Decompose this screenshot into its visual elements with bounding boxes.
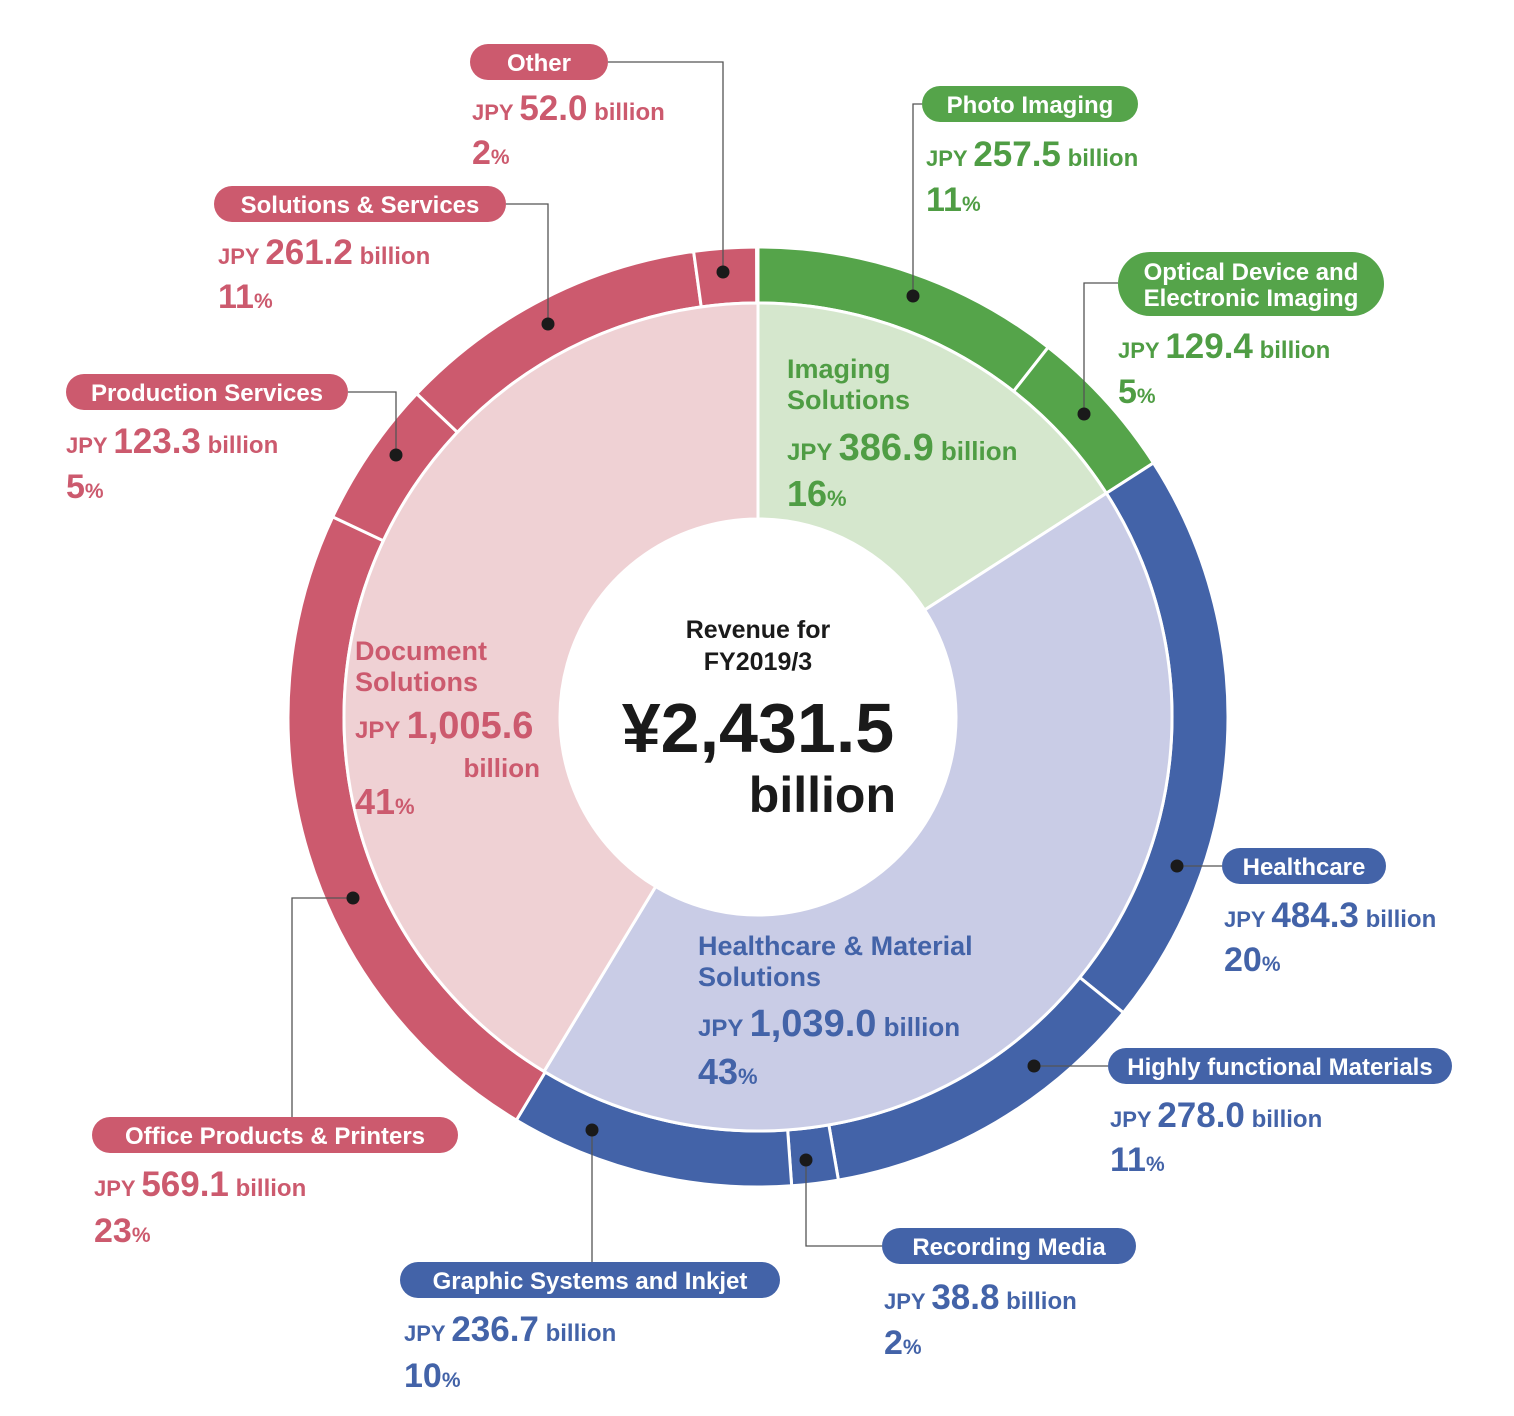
inner-label-name-line: Imaging <box>787 354 891 384</box>
callout-percent: 5% <box>66 468 104 506</box>
callout-pill <box>1222 848 1386 884</box>
callout-pill <box>1118 252 1384 316</box>
inner-label-name-line: Healthcare & Material <box>698 931 973 961</box>
callout-name: Graphic Systems and Inkjet <box>433 1268 748 1295</box>
callout-name: Optical Device and <box>1144 259 1359 286</box>
callout-percent: 23% <box>94 1212 151 1250</box>
callout-pill <box>1108 1048 1452 1084</box>
inner-label-percent: 43% <box>698 1051 758 1092</box>
leader-dot <box>389 448 403 462</box>
inner-label-name-line: Solutions <box>787 385 910 415</box>
center-total: Revenue for FY2019/3 ¥2,431.5 billion <box>622 616 896 823</box>
callout-value: JPY 52.0 billion <box>472 89 665 128</box>
callout-name: Solutions & Services <box>241 192 480 219</box>
callout-other: Other JPY 52.0 billion 2% <box>470 44 730 279</box>
callout-production-services: Production Services JPY 123.3 billion 5% <box>66 374 403 506</box>
callout-name: Highly functional Materials <box>1127 1054 1432 1081</box>
leader-dot <box>906 289 920 303</box>
leader-dot <box>1170 859 1184 873</box>
callout-pill <box>92 1117 458 1153</box>
leader-line <box>506 203 549 324</box>
callout-percent: 11% <box>1110 1141 1165 1179</box>
callout-value: JPY 569.1 billion <box>94 1165 306 1204</box>
leader-dot <box>799 1153 813 1167</box>
inner-label-value: JPY 386.9 billion <box>787 427 1017 469</box>
inner-label-percent: 41% <box>355 781 415 822</box>
leader-dot <box>585 1123 599 1137</box>
leader-dot <box>346 891 360 905</box>
callout-name: Electronic Imaging <box>1144 285 1359 312</box>
center-label-line2: FY2019/3 <box>704 648 812 676</box>
callout-value: JPY 261.2 billion <box>218 233 430 272</box>
callout-office-products-and-printers: Office Products & Printers JPY 569.1 bill… <box>92 891 458 1250</box>
callout-value: JPY 236.7 billion <box>404 1310 616 1349</box>
leader-line <box>291 897 353 1117</box>
callout-value: JPY 38.8 billion <box>884 1278 1077 1317</box>
callout-pill <box>470 44 608 80</box>
callout-name: Recording Media <box>912 1234 1106 1261</box>
callout-percent: 11% <box>926 181 981 219</box>
callout-healthcare: Healthcare JPY 484.3 billion 20% <box>1170 848 1436 979</box>
callout-photo-imaging: Photo Imaging JPY 257.5 billion 11% <box>906 86 1138 303</box>
callout-percent: 10% <box>404 1357 461 1395</box>
inner-label-value: JPY 1,005.6 <box>355 705 533 747</box>
callout-graphic-systems-and-inkjet: Graphic Systems and Inkjet JPY 236.7 bill… <box>400 1123 780 1395</box>
leader-dot <box>716 265 730 279</box>
callout-pill <box>882 1228 1136 1264</box>
callout-name: Photo Imaging <box>947 92 1114 119</box>
callout-name: Office Products & Printers <box>125 1123 425 1150</box>
callout-percent: 11% <box>218 278 273 316</box>
leader-line <box>608 61 724 272</box>
callout-percent: 2% <box>884 1324 922 1362</box>
callout-value: JPY 123.3 billion <box>66 422 278 461</box>
callout-percent: 2% <box>472 134 510 172</box>
inner-label-value: JPY 1,039.0 billion <box>698 1003 960 1045</box>
callout-recording-media: Recording Media JPY 38.8 billion 2% <box>799 1153 1136 1362</box>
center-hole <box>560 519 956 915</box>
callout-pill <box>66 374 348 410</box>
callout-solutions-and-services: Solutions & Services JPY 261.2 billion 11% <box>214 186 555 331</box>
callout-value: JPY 129.4 billion <box>1118 327 1330 366</box>
leader-dot <box>541 317 555 331</box>
leader-dot <box>1077 407 1091 421</box>
inner-label-unit: billion <box>463 753 540 783</box>
callout-percent: 20% <box>1224 941 1281 979</box>
inner-slice-imaging-solutions <box>756 301 1109 613</box>
callout-percent: 5% <box>1118 373 1156 411</box>
inner-label-name-line: Solutions <box>355 667 478 697</box>
leader-dot <box>1027 1059 1041 1073</box>
center-label-line1: Revenue for <box>686 616 831 644</box>
leader-line <box>805 1160 882 1247</box>
callout-name: Healthcare <box>1243 854 1366 881</box>
center-total-value: ¥2,431.5 <box>622 689 894 767</box>
inner-ring <box>342 301 1174 1133</box>
callout-pill <box>922 86 1138 122</box>
callout-highly-functional-materials: Highly functional Materials JPY 278.0 bil… <box>1027 1048 1452 1179</box>
inner-label-name-line: Solutions <box>698 962 821 992</box>
callout-name: Other <box>507 50 571 77</box>
center-total-unit: billion <box>749 767 896 823</box>
outer-slice-recording-media <box>786 1123 841 1188</box>
callout-value: JPY 278.0 billion <box>1110 1096 1322 1135</box>
callout-pill <box>214 186 506 222</box>
inner-label-percent: 16% <box>787 473 847 514</box>
callout-value: JPY 484.3 billion <box>1224 896 1436 935</box>
callout-pill <box>400 1262 780 1298</box>
leader-line <box>1083 282 1118 414</box>
inner-label-name-line: Document <box>355 636 487 666</box>
inner-slice-document-solutions <box>342 301 760 1074</box>
outer-ring <box>286 245 1230 1189</box>
callouts: Photo Imaging JPY 257.5 billion 11% Optical… <box>66 44 1452 1395</box>
callout-name: Production Services <box>91 380 323 407</box>
leader-line <box>348 391 397 455</box>
callout-value: JPY 257.5 billion <box>926 135 1138 174</box>
leader-line <box>912 103 922 296</box>
